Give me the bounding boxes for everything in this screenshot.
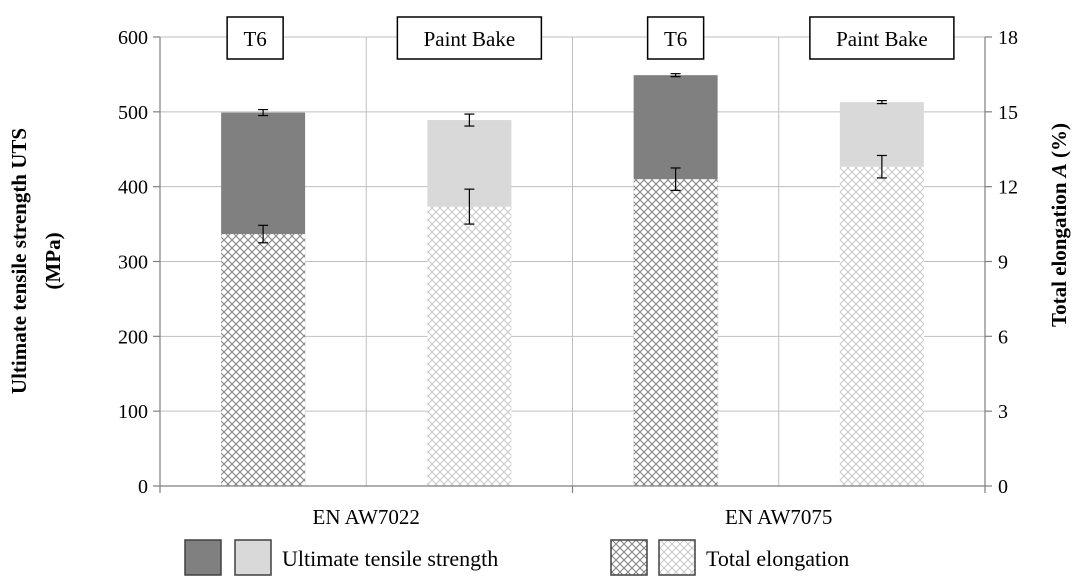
left-tick-label: 100 xyxy=(118,401,148,423)
left-tick-label: 0 xyxy=(138,476,148,498)
left-axis-title-unit: (MPa) xyxy=(41,232,65,289)
uts-error-bar xyxy=(670,73,681,78)
left-tick-label: 200 xyxy=(118,326,148,348)
elongation-bar xyxy=(427,206,512,486)
category-label: EN AW7022 xyxy=(313,505,420,529)
left-tick-label: 400 xyxy=(118,177,148,199)
elongation-bar xyxy=(221,234,306,486)
elongation-error-bar xyxy=(258,224,269,244)
left-tick-label: 500 xyxy=(118,102,148,124)
condition-label: Paint Bake xyxy=(809,16,955,60)
condition-label: T6 xyxy=(226,16,284,60)
condition-text: T6 xyxy=(664,27,687,51)
legend-label-elongation: Total elongation xyxy=(706,546,849,571)
legend-swatch-elong-t6 xyxy=(610,539,648,576)
right-tick-label: 3 xyxy=(998,401,1008,423)
uts-error-bar xyxy=(876,100,887,105)
legend-swatch-uts-paint-bake xyxy=(234,539,272,576)
elongation-error-bar xyxy=(464,188,475,225)
right-tick-label: 6 xyxy=(998,326,1008,348)
elongation-bar xyxy=(633,179,718,486)
right-tick-label: 9 xyxy=(998,252,1008,274)
legend-swatch-uts-t6 xyxy=(184,539,222,576)
elongation-error-bar xyxy=(876,154,887,179)
uts-error-bar xyxy=(464,113,475,127)
condition-box xyxy=(809,16,955,60)
right-tick-label: 0 xyxy=(998,476,1008,498)
error-bars xyxy=(258,73,887,244)
condition-text: T6 xyxy=(243,27,266,51)
legend-swatch-elong-paint-bake xyxy=(658,539,696,576)
legend-label-uts: Ultimate tensile strength xyxy=(282,546,498,571)
left-axis-title: Ultimate tensile strength UTS xyxy=(7,128,31,394)
condition-label: T6 xyxy=(646,16,705,60)
condition-labels: T6 Paint Bake T6 Paint Bake xyxy=(226,16,955,60)
bars-elongation xyxy=(221,166,924,486)
left-tick-label: 600 xyxy=(118,27,148,49)
category-label: EN AW7075 xyxy=(725,505,832,529)
condition-box xyxy=(226,16,284,60)
condition-label: Paint Bake xyxy=(396,16,543,60)
left-ticks: 0 100 200 300 400 500 600 xyxy=(118,27,160,498)
condition-text: Paint Bake xyxy=(424,27,516,51)
right-tick-label: 18 xyxy=(998,27,1018,49)
category-labels: EN AW7022 EN AW7075 xyxy=(313,505,833,529)
left-tick-label: 300 xyxy=(118,252,148,274)
condition-box xyxy=(646,16,705,60)
right-ticks: 0 3 6 9 12 15 18 xyxy=(985,27,1018,498)
legend: Ultimate tensile strength Total elongati… xyxy=(184,539,849,576)
condition-text: Paint Bake xyxy=(836,27,928,51)
uts-error-bar xyxy=(258,108,269,117)
condition-box xyxy=(396,16,543,60)
right-tick-label: 15 xyxy=(998,102,1018,124)
elongation-error-bar xyxy=(670,167,681,192)
right-axis-title: Total elongation A (%) xyxy=(1047,123,1071,327)
right-tick-label: 12 xyxy=(998,177,1018,199)
elongation-bar xyxy=(839,166,924,486)
